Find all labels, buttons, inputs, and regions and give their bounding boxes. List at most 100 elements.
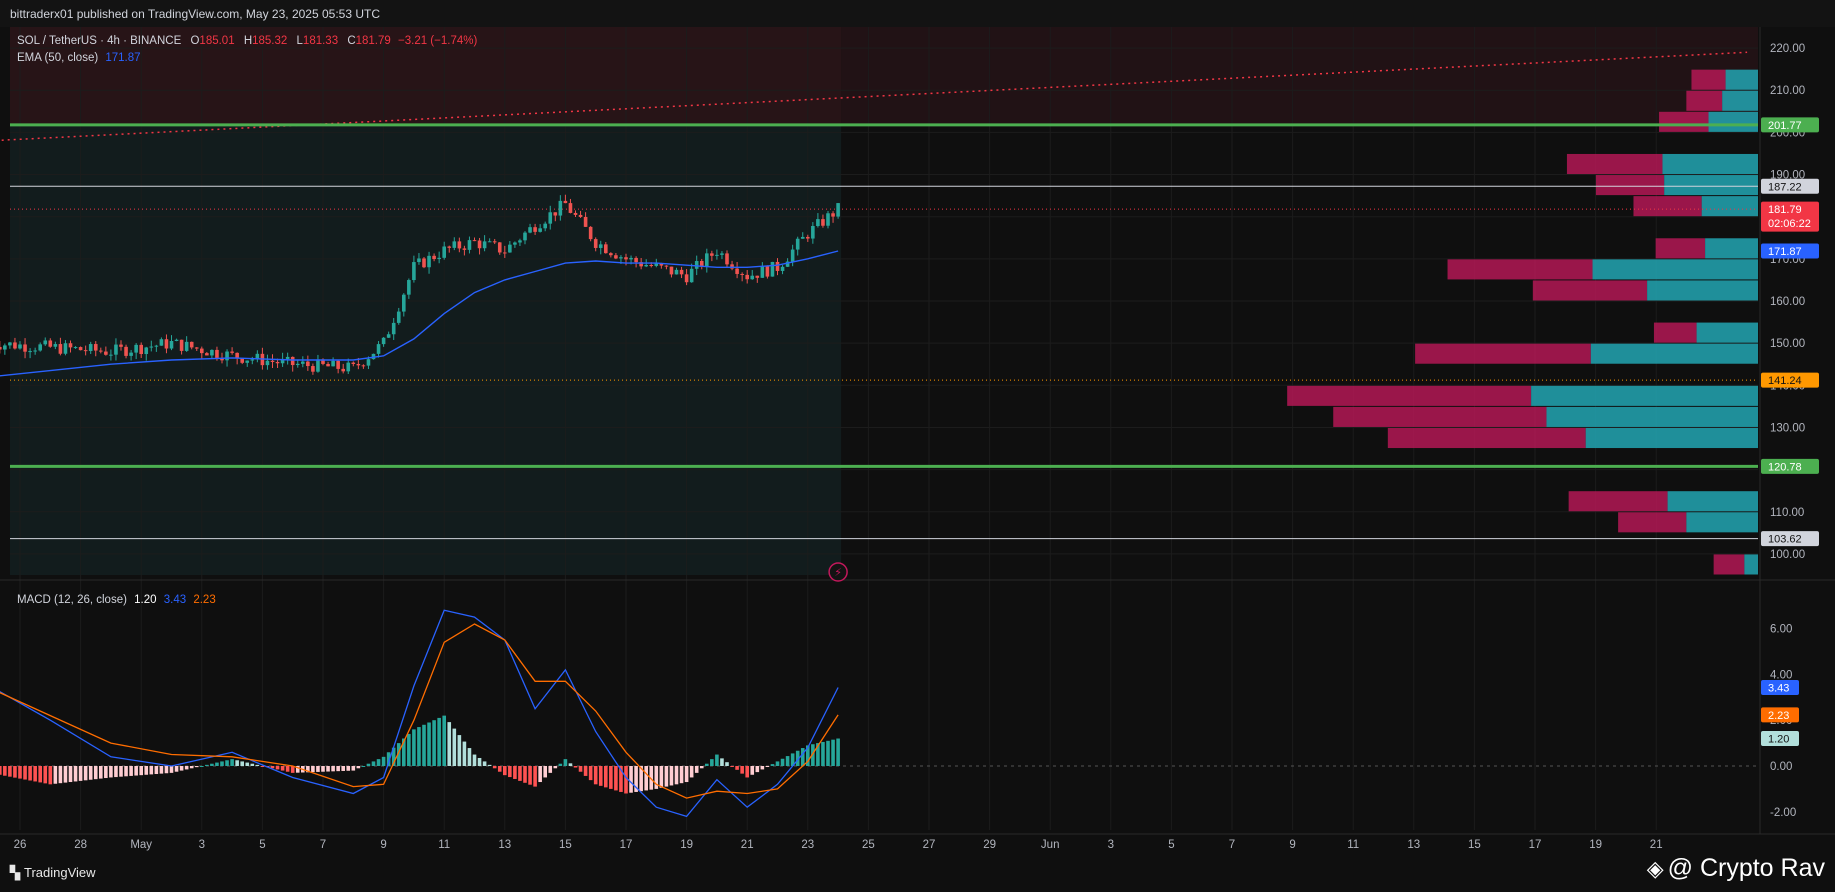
volume-profile-down-bar — [1633, 196, 1702, 217]
macd-histogram-bar — [194, 766, 199, 768]
candle-up — [548, 212, 553, 224]
macd-histogram-bar — [13, 766, 17, 778]
macd-axis-label: 0.00 — [1770, 761, 1792, 773]
signal-line — [0, 623, 839, 799]
candle-up — [467, 240, 472, 250]
time-axis-label: 13 — [1407, 839, 1420, 851]
macd-histogram-bar — [311, 766, 315, 773]
macd-histogram-bar — [457, 735, 462, 766]
macd-histogram-bar — [694, 766, 699, 773]
candle-up — [316, 359, 320, 372]
candle-down — [634, 257, 638, 263]
macd-histogram-bar — [174, 766, 179, 772]
candle-down — [679, 269, 684, 275]
candle-down — [200, 348, 204, 354]
macd-histogram-bar — [326, 766, 330, 772]
price-badge-103-62 — [1761, 531, 1819, 547]
candle-up — [427, 255, 431, 268]
candle-down — [23, 344, 27, 352]
macd-histogram-bar — [235, 760, 239, 766]
time-axis-label: 17 — [620, 839, 633, 851]
macd-histogram-bar — [765, 766, 770, 767]
candle-down — [664, 265, 669, 267]
candle-up — [391, 322, 396, 335]
candle-down — [104, 351, 108, 355]
lightning-event-icon — [828, 562, 848, 582]
macd-histogram-bar — [306, 766, 310, 773]
macd-histogram-bar — [679, 766, 684, 784]
macd-histogram-bar — [275, 766, 280, 770]
macd-histogram-bar — [73, 766, 78, 782]
candle-down — [99, 350, 103, 352]
macd-histogram-bar — [800, 748, 805, 766]
macd-histogram-bar — [634, 766, 638, 792]
time-axis-label: 19 — [680, 839, 693, 851]
price-axis-label: 130.00 — [1770, 422, 1805, 434]
candle-down — [13, 342, 17, 349]
price-badge-label: 103.62 — [1768, 534, 1802, 546]
price-badge-label: 120.78 — [1768, 461, 1802, 473]
macd-histogram-bar — [371, 761, 376, 766]
macd-histogram-bar — [0, 766, 2, 775]
macd-histogram-bar — [462, 741, 467, 766]
macd-histogram-bar — [169, 766, 174, 773]
time-axis-label: 9 — [1289, 839, 1295, 851]
macd-histogram-bar — [250, 763, 255, 766]
volume-profile-down-bar — [1655, 238, 1706, 259]
watermark-text: @ Crypto Rav — [1667, 854, 1825, 882]
macd-line-value: 3.43 — [163, 594, 187, 606]
time-axis-label: 7 — [320, 839, 326, 851]
macd-axis-label: -2.00 — [1770, 807, 1796, 819]
candle-up — [715, 254, 719, 256]
low-value: 181.33 — [302, 35, 339, 47]
candle-up — [28, 351, 32, 353]
volume-profile-down-bar — [1659, 111, 1709, 132]
price-badge-label: 187.22 — [1768, 181, 1802, 193]
ema-legend[interactable]: EMA (50, close) 171.87 — [17, 52, 141, 64]
time-axis-label: 11 — [438, 839, 450, 851]
volume-profile-up-bar — [1664, 175, 1758, 196]
macd-histogram-bar — [48, 766, 53, 785]
time-axis-label: 5 — [259, 839, 265, 851]
candle-down — [497, 242, 502, 253]
candle-up — [366, 359, 371, 366]
tradingview-logo[interactable]: ▚ TradingView — [10, 865, 96, 881]
macd-histogram-bar — [583, 766, 588, 776]
macd-histogram-bar — [811, 744, 815, 766]
macd-histogram-bar — [341, 766, 345, 771]
price-badge-171-87 — [1761, 243, 1819, 259]
candle-up — [780, 266, 785, 271]
candle-down — [659, 263, 664, 266]
macd-histogram-bar — [760, 766, 765, 770]
candle-down — [230, 351, 234, 353]
candle-up — [3, 345, 7, 350]
candle-down — [462, 248, 467, 250]
horizontal-levels[interactable] — [0, 51, 1758, 540]
macd-histogram-bar — [609, 766, 613, 789]
macd-histogram-bar — [417, 727, 421, 766]
candle-up — [538, 228, 542, 232]
candle-down — [806, 236, 810, 239]
macd-histogram-bar — [836, 738, 840, 766]
time-axis-label: 28 — [74, 839, 87, 851]
candle-up — [836, 203, 840, 217]
ema-50-line — [0, 250, 839, 377]
candle-down — [745, 274, 749, 280]
symbol-legend[interactable]: SOL / TetherUS · 4h · BINANCE O185.01 H1… — [17, 35, 477, 47]
candle-up — [109, 354, 113, 356]
macd-histogram-bar — [755, 766, 760, 773]
candle-up — [169, 340, 174, 349]
macd-histogram-bar — [99, 766, 103, 779]
candle-down — [725, 253, 729, 265]
candle-down — [553, 212, 558, 216]
candle-up — [134, 344, 138, 353]
candle-up — [523, 232, 527, 241]
candle-up — [396, 311, 401, 323]
price-badge-141-24 — [1761, 372, 1819, 388]
macd-legend[interactable]: MACD (12, 26, close) 1.20 3.43 2.23 — [17, 594, 216, 606]
macd-histogram-bar — [432, 720, 436, 766]
candle-down — [240, 358, 244, 363]
volume-profile-down-bar — [1287, 385, 1532, 406]
time-axis-label: 26 — [14, 839, 27, 851]
